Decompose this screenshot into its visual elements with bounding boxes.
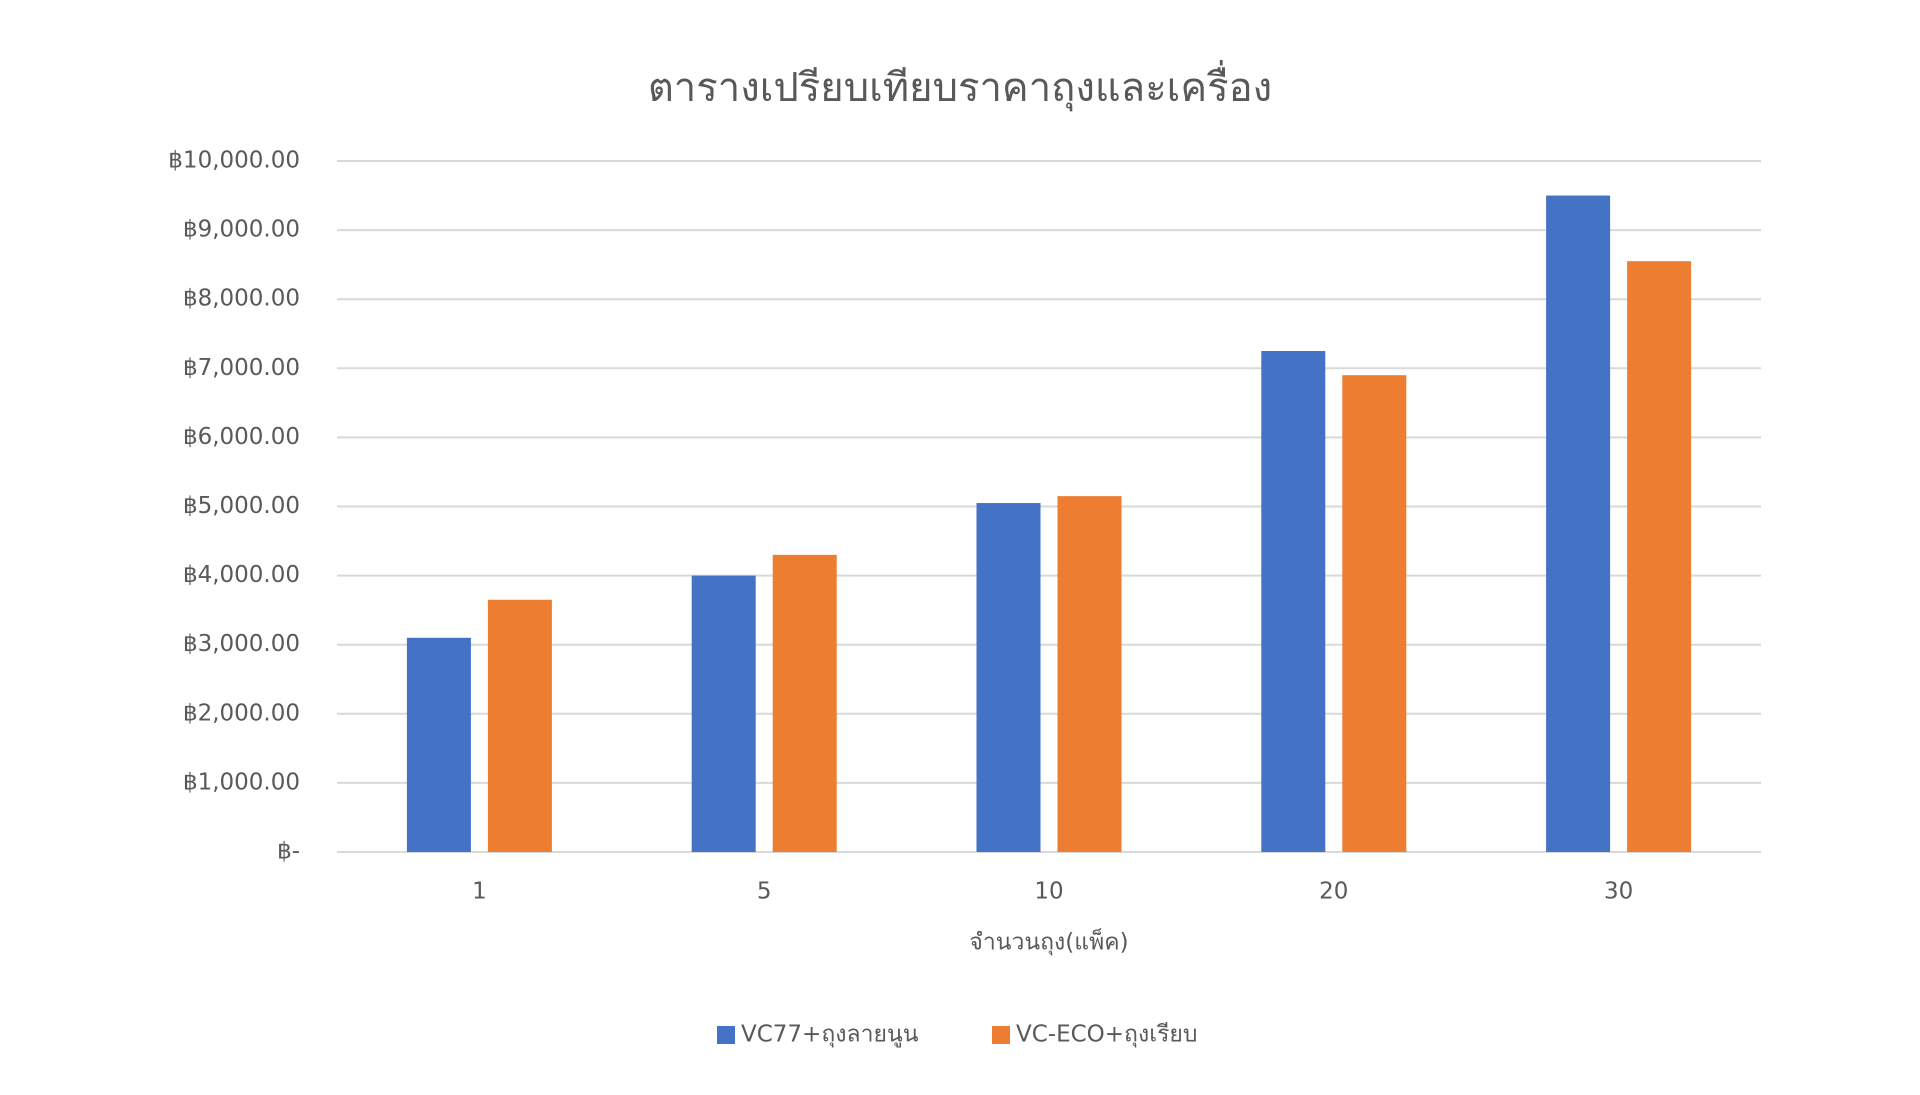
y-tick-label: ฿-: [277, 839, 300, 865]
y-tick-label: ฿9,000.00: [183, 217, 300, 243]
x-tick-label: 1: [472, 879, 487, 905]
y-tick-label: ฿7,000.00: [183, 355, 300, 381]
legend-swatch: [992, 1026, 1010, 1044]
bar: [1057, 496, 1122, 852]
legend-label: VC-ECO+ถุงเรียบ: [1016, 1022, 1198, 1048]
bar: [976, 503, 1041, 852]
x-tick-label: 30: [1604, 879, 1633, 905]
x-axis-title: จำนวนถุง(แพ็ค): [969, 927, 1128, 956]
y-tick-label: ฿6,000.00: [183, 424, 300, 450]
bar: [1627, 261, 1692, 852]
y-tick-label: ฿8,000.00: [183, 286, 300, 312]
y-tick-label: ฿10,000.00: [168, 148, 300, 174]
y-tick-label: ฿4,000.00: [183, 562, 300, 588]
legend-swatch: [717, 1026, 735, 1044]
y-tick-label: ฿5,000.00: [183, 493, 300, 519]
bar: [406, 637, 471, 852]
y-tick-label: ฿3,000.00: [183, 631, 300, 657]
bar: [1546, 195, 1611, 853]
legend-label: VC77+ถุงลายนูน: [741, 1022, 919, 1048]
bar: [1342, 375, 1407, 852]
y-tick-label: ฿1,000.00: [183, 769, 300, 795]
chart-title: ตารางเปรียบเทียบราคาถุงและเครื่อง: [648, 60, 1272, 112]
bar: [487, 599, 552, 852]
bar: [772, 554, 837, 852]
x-tick-label: 10: [1034, 879, 1063, 905]
x-tick-label: 5: [757, 879, 772, 905]
x-tick-label: 20: [1319, 879, 1348, 905]
bar: [691, 575, 756, 852]
bar: [1261, 351, 1326, 852]
y-tick-label: ฿2,000.00: [183, 700, 300, 726]
